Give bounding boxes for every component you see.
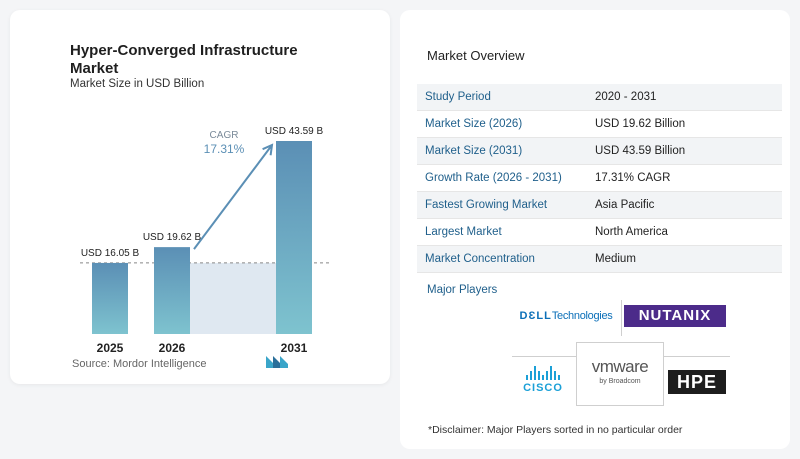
row-value: Asia Pacific [595,199,655,211]
dell-logo-text: D [519,310,529,322]
major-players-title: Major Players [427,284,498,296]
vmware-logo-text: vmware [591,357,649,376]
overview-row-market-size-2026: Market Size (2026) USD 19.62 Billion [417,111,782,138]
chart-title: Hyper-Converged Infrastructure Market [70,42,298,77]
row-label: Largest Market [425,226,502,238]
row-label: Fastest Growing Market [425,199,548,211]
overview-row-concentration: Market Concentration Medium [417,246,782,273]
cagr-value: 17.31% [204,142,245,156]
logo-divider [621,300,622,336]
vmware-logo-sub: by Broadcom [599,378,641,385]
cagr-arrow-line [193,144,273,250]
cagr-label: CAGR [210,130,239,141]
row-value: North America [595,226,668,238]
cisco-logo-text: CISCO [523,382,563,394]
chart-subtitle: Market Size in USD Billion [70,78,205,90]
bar-2031 [276,141,312,334]
x-tick-label: 2025 [97,341,124,355]
overview-row-fastest-growing: Fastest Growing Market Asia Pacific [417,192,782,219]
cisco-logo: CISCO [512,362,574,402]
disclaimer-text: *Disclaimer: Major Players sorted in no … [428,424,683,436]
overview-title: Market Overview [427,48,525,63]
bar-value-label: USD 19.62 B [143,232,202,243]
overview-row-largest-market: Largest Market North America [417,219,782,246]
cagr-arrow-head-icon [262,143,274,156]
overview-row-study-period: Study Period 2020 - 2031 [417,84,782,111]
row-label: Market Size (2026) [425,118,523,130]
row-value: 17.31% CAGR [595,172,671,184]
overview-row-market-size-2031: Market Size (2031) USD 43.59 Billion [417,138,782,165]
row-label: Market Concentration [425,253,535,265]
dell-logo-e-icon: Ɛ [528,310,537,322]
x-tick-label: 2031 [281,341,308,355]
cisco-bars-icon [512,366,574,380]
row-value: USD 43.59 Billion [595,145,686,157]
bar-chart: USD 16.05 B 2025 USD 19.62 B 2026 USD 43.59 … [80,126,330,355]
vmware-logo: vmware by Broadcom [576,342,664,406]
row-label: Study Period [425,91,491,103]
source-text: Source: Mordor Intelligence [72,358,207,370]
nutanix-logo: NUTANIX [624,305,726,327]
dell-logo-suffix: Technologies [551,310,613,322]
growth-shade [190,262,276,334]
row-label: Market Size (2031) [425,145,523,157]
row-label: Growth Rate (2026 - 2031) [425,172,562,184]
mordor-logo-icon [266,356,288,368]
bar-2025 [92,262,128,334]
bar-value-label: USD 43.59 B [265,126,324,137]
row-value: 2020 - 2031 [595,91,657,103]
hpe-logo: HPE [668,370,726,394]
bar-2026 [154,247,190,334]
x-tick-label: 2026 [159,341,186,355]
overview-row-growth-rate: Growth Rate (2026 - 2031) 17.31% CAGR [417,165,782,192]
dell-logo-text: LL [536,310,552,322]
row-value: Medium [595,253,636,265]
row-value: USD 19.62 Billion [595,118,686,130]
dell-technologies-logo: DƐLLTechnologies [512,300,620,332]
bar-value-label: USD 16.05 B [81,248,140,259]
